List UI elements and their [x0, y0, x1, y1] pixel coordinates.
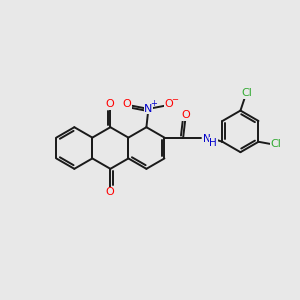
Text: Cl: Cl — [241, 88, 252, 98]
Text: −: − — [171, 95, 178, 104]
Text: N: N — [144, 104, 153, 114]
Text: O: O — [164, 99, 173, 109]
Text: +: + — [150, 100, 157, 109]
Text: O: O — [182, 110, 190, 120]
Text: H: H — [209, 138, 217, 148]
Text: Cl: Cl — [270, 139, 281, 149]
Text: N: N — [203, 134, 211, 144]
Text: O: O — [123, 99, 132, 109]
Text: O: O — [105, 187, 114, 197]
Text: O: O — [105, 99, 114, 109]
